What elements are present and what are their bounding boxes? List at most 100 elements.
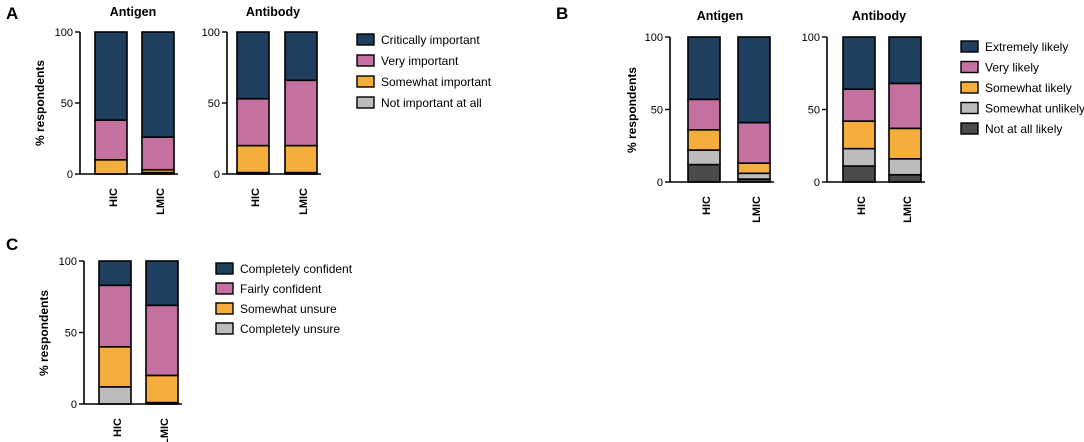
bar-segment-hic-critically-important (94, 31, 128, 121)
legend-label: Critically important (381, 33, 480, 47)
chart-A-antibody: Antibody HIC LMIC 0 50 100 (202, 5, 321, 215)
legend-label: Somewhat important (381, 75, 492, 89)
legend-a: Critically important Very important Somewh… (356, 33, 492, 110)
legend-label: Somewhat unlikely (985, 102, 1084, 116)
chart-title: Antibody (852, 9, 906, 23)
category-label: HIC (112, 418, 124, 437)
bar-segment-hic-not-at-all-likely (842, 165, 876, 183)
legend-label: Very important (381, 54, 459, 68)
bar-segment-hic-somewhat-important (236, 144, 270, 174)
bar-segment-lmic-critically-important (284, 31, 318, 82)
legend-c: Completely confident Fairly confident Some… (215, 262, 353, 336)
chart-A-antigen: Antigen % respondents HIC LMIC 0 50 100 (33, 5, 178, 215)
y-tick-label: 100 (55, 27, 73, 39)
y-tick-label: 50 (61, 98, 73, 110)
legend-swatch (960, 40, 979, 53)
category-label: HIC (250, 188, 262, 207)
bar-segment-hic-somewhat-unsure (98, 345, 132, 388)
bar-segment-lmic-very-important (284, 79, 318, 147)
legend-swatch (215, 262, 234, 275)
y-tick-label: 0 (67, 169, 73, 181)
bar-segment-lmic-somewhat-important (284, 144, 318, 174)
bar-segment-hic-somewhat-likely (842, 120, 876, 150)
bar-segment-hic-fairly-confident (98, 284, 132, 348)
legend-swatch (215, 302, 234, 315)
bar-segment-lmic-extremely-likely (888, 36, 922, 85)
category-label: LMIC (902, 196, 914, 223)
y-tick-label: 100 (202, 27, 220, 39)
bar-segment-lmic-critically-important (141, 31, 175, 138)
bar-segment-lmic-very-likely (737, 121, 771, 164)
legend-swatch (356, 96, 375, 109)
y-tick-label: 50 (808, 105, 820, 117)
legend-label: Completely unsure (240, 322, 340, 336)
panel-letter-b: B (556, 4, 568, 23)
chart-title: Antigen (697, 9, 744, 23)
bar-segment-hic-somewhat-important (94, 159, 128, 175)
legend-swatch (356, 54, 375, 67)
bar-segment-hic-completely-confident (98, 260, 132, 287)
bar-segment-hic-critically-important (236, 31, 270, 100)
legend-swatch (960, 122, 979, 135)
legend-b: Extremely likely Very likely Somewhat like… (960, 40, 1084, 136)
bar-segment-lmic-somewhat-likely (888, 127, 922, 160)
y-tick-label: 50 (65, 328, 77, 340)
y-tick-label: 50 (651, 105, 663, 117)
category-label: LMIC (159, 418, 171, 442)
y-axis-label: % respondents (625, 67, 639, 153)
bar-segment-hic-very-important (94, 119, 128, 161)
y-tick-label: 50 (208, 98, 220, 110)
legend-label: Fairly confident (240, 282, 322, 296)
chart-C-confidence: % respondents HIC LMIC 0 50 100 (37, 256, 182, 442)
legend-swatch (960, 60, 979, 74)
legend-label: Completely confident (240, 262, 353, 276)
legend-swatch (215, 322, 234, 335)
y-tick-label: 100 (802, 32, 820, 44)
bar-segment-lmic-fairly-confident (145, 304, 179, 377)
bar-segment-hic-somewhat-unlikely (687, 149, 721, 166)
y-tick-label: 0 (214, 169, 220, 181)
bar-segment-hic-very-important (236, 97, 270, 147)
legend-swatch (215, 282, 234, 295)
legend-swatch (356, 75, 375, 88)
category-label: HIC (108, 188, 120, 207)
bar-segment-lmic-somewhat-unlikely (888, 158, 922, 176)
y-tick-label: 0 (657, 177, 663, 189)
legend-label: Somewhat unsure (240, 302, 337, 316)
chart-B-antigen: Antigen % respondents HIC LMIC 0 50 100 (625, 9, 774, 223)
legend-label: Extremely likely (985, 40, 1068, 54)
chart-title: Antibody (246, 5, 300, 19)
category-label: LMIC (751, 196, 763, 223)
bar-segment-lmic-somewhat-unsure (145, 374, 179, 404)
bar-segment-hic-very-likely (687, 98, 721, 131)
legend-label: Somewhat likely (985, 81, 1072, 95)
y-axis-label: % respondents (33, 60, 47, 146)
bar-segment-hic-somewhat-unlikely (842, 147, 876, 167)
legend-swatch (960, 81, 979, 94)
bar-segment-hic-completely-unsure (98, 386, 132, 405)
bar-segment-hic-very-likely (842, 88, 876, 122)
category-label: LMIC (298, 188, 310, 215)
y-axis-label: % respondents (37, 290, 51, 376)
bar-segment-lmic-not-at-all-likely (888, 173, 922, 183)
legend-label: Very likely (985, 61, 1039, 75)
category-label: HIC (701, 196, 713, 215)
chart-B-antibody: Antibody HIC LMIC 0 50 100 (802, 9, 925, 223)
legend-label: Not at all likely (985, 122, 1062, 136)
bar-segment-lmic-extremely-likely (737, 36, 771, 124)
bar-segment-hic-extremely-likely (687, 36, 721, 101)
bar-segment-hic-not-at-all-likely (687, 163, 721, 183)
bar-segment-lmic-very-likely (888, 82, 922, 130)
panel-letter-c: C (6, 235, 18, 254)
bar-segment-lmic-completely-confident (145, 260, 179, 307)
bar-segment-lmic-somewhat-likely (737, 162, 771, 175)
bar-segment-lmic-somewhat-unlikely (737, 172, 771, 180)
bar-segment-lmic-very-important (141, 136, 175, 171)
panel-letter-a: A (6, 4, 18, 23)
legend-swatch (960, 101, 979, 115)
legends-layer: Critically important Very important Somewh… (215, 33, 1084, 336)
bar-segment-hic-somewhat-likely (687, 129, 721, 151)
y-tick-label: 100 (59, 256, 77, 268)
